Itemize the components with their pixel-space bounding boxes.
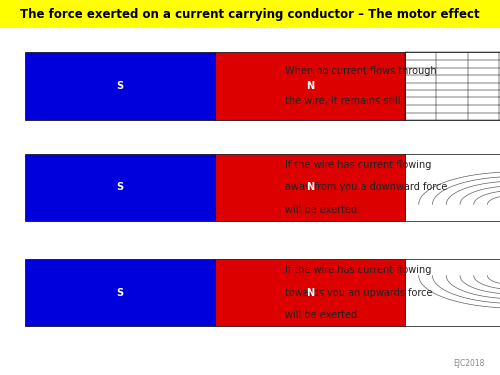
- Bar: [215, 53, 405, 120]
- Bar: [25, 154, 215, 221]
- Text: N: N: [306, 288, 314, 297]
- Bar: [215, 154, 405, 221]
- Text: will be exerted.: will be exerted.: [285, 205, 360, 215]
- Text: away from you a downward force: away from you a downward force: [285, 183, 448, 192]
- Bar: [215, 259, 405, 326]
- Bar: [405, 53, 500, 120]
- Text: When no current flows through: When no current flows through: [285, 66, 436, 76]
- Bar: [25, 259, 215, 326]
- Bar: [25, 53, 215, 120]
- Text: If the wire has current flowing: If the wire has current flowing: [285, 160, 432, 170]
- Text: N: N: [306, 81, 314, 91]
- Bar: [405, 259, 500, 326]
- Text: towards you an upwards force: towards you an upwards force: [285, 288, 432, 297]
- Text: the wire, it remains still.: the wire, it remains still.: [285, 96, 404, 106]
- Text: S: S: [116, 81, 123, 91]
- Bar: [405, 154, 500, 221]
- Text: S: S: [116, 288, 123, 297]
- Text: S: S: [116, 183, 123, 192]
- Text: will be exerted.: will be exerted.: [285, 310, 360, 320]
- Text: The force exerted on a current carrying conductor – The motor effect: The force exerted on a current carrying …: [20, 8, 480, 21]
- Text: EJC2018: EJC2018: [454, 358, 485, 368]
- Text: If the wire has current flowing: If the wire has current flowing: [285, 265, 432, 275]
- Text: N: N: [306, 183, 314, 192]
- Bar: [0, 0, 500, 28]
